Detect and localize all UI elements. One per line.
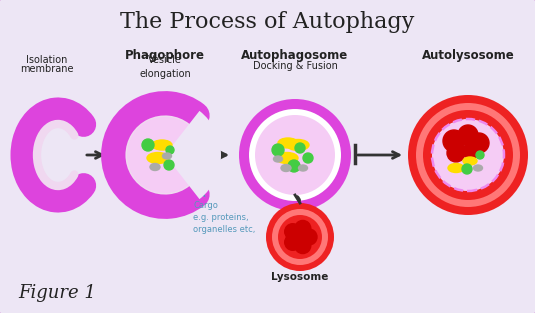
Circle shape	[301, 229, 317, 245]
Circle shape	[458, 125, 478, 145]
Wedge shape	[165, 111, 221, 199]
Circle shape	[295, 143, 305, 153]
Ellipse shape	[278, 138, 298, 148]
Circle shape	[164, 160, 174, 170]
Ellipse shape	[163, 153, 172, 159]
Text: membrane: membrane	[20, 64, 74, 74]
Circle shape	[285, 234, 301, 250]
Text: The Process of Autophagy: The Process of Autophagy	[120, 11, 414, 33]
Ellipse shape	[276, 152, 298, 163]
Circle shape	[266, 203, 334, 271]
Circle shape	[432, 119, 504, 191]
Ellipse shape	[463, 157, 477, 165]
Circle shape	[416, 103, 520, 207]
Circle shape	[288, 160, 300, 172]
Circle shape	[272, 209, 328, 265]
Circle shape	[423, 110, 513, 200]
Circle shape	[462, 164, 472, 174]
Text: Phagophore: Phagophore	[125, 49, 205, 61]
Text: Cargo
e.g. proteins,
organelles etc,: Cargo e.g. proteins, organelles etc,	[163, 151, 255, 233]
Circle shape	[239, 99, 351, 211]
Circle shape	[408, 95, 528, 215]
Text: Figure 1: Figure 1	[18, 284, 96, 302]
Circle shape	[303, 153, 313, 163]
Ellipse shape	[147, 152, 169, 163]
Circle shape	[295, 238, 311, 254]
Ellipse shape	[287, 140, 309, 151]
Text: Lysosome: Lysosome	[271, 272, 328, 282]
Ellipse shape	[448, 163, 464, 172]
Circle shape	[255, 115, 335, 195]
Text: Autophagosome: Autophagosome	[241, 49, 349, 61]
Ellipse shape	[273, 156, 282, 162]
Circle shape	[443, 130, 465, 152]
Circle shape	[142, 139, 154, 151]
Circle shape	[127, 117, 203, 193]
Circle shape	[463, 143, 479, 159]
Circle shape	[272, 144, 284, 156]
Circle shape	[166, 146, 174, 154]
Ellipse shape	[299, 165, 308, 171]
Text: Autolysosome: Autolysosome	[422, 49, 514, 61]
Ellipse shape	[152, 140, 172, 150]
Ellipse shape	[281, 165, 291, 172]
Circle shape	[476, 151, 484, 159]
Text: Isolation: Isolation	[26, 55, 68, 65]
Ellipse shape	[150, 163, 160, 171]
Ellipse shape	[473, 165, 483, 171]
Text: Docking & Fusion: Docking & Fusion	[253, 61, 338, 71]
Text: Vesicle
elongation: Vesicle elongation	[139, 55, 191, 79]
Circle shape	[294, 231, 306, 243]
Circle shape	[447, 144, 465, 162]
Circle shape	[295, 220, 311, 236]
Circle shape	[469, 133, 489, 153]
Circle shape	[249, 109, 341, 201]
Circle shape	[285, 224, 301, 240]
Circle shape	[278, 215, 322, 259]
